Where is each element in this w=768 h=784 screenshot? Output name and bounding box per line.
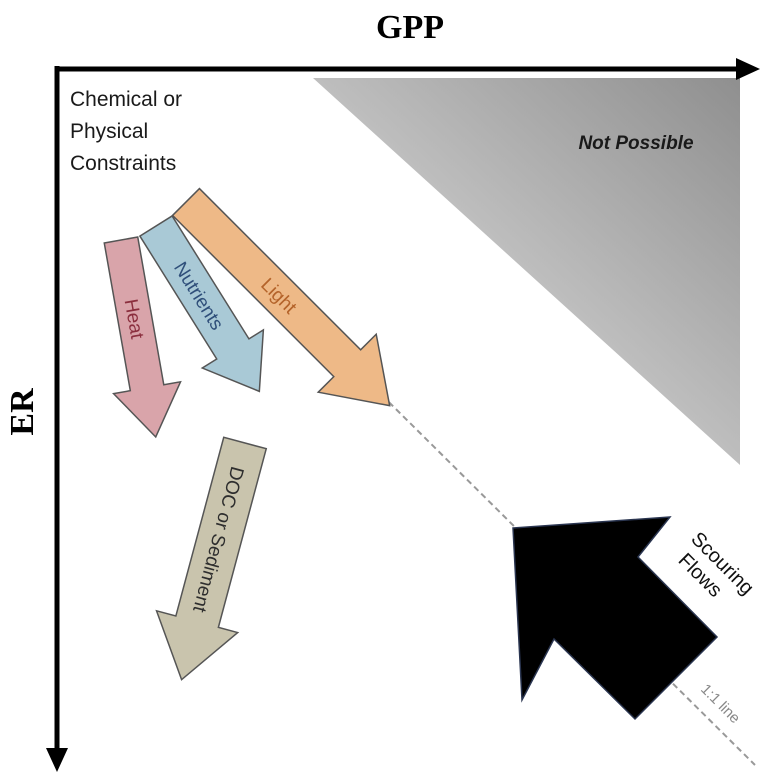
heat-arrow-shape (103, 236, 182, 439)
y-axis-arrowhead (46, 748, 68, 772)
doc-arrow-shape (155, 436, 268, 681)
constraints-label-line3: Constraints (70, 152, 176, 175)
constraints-label-line2: Physical (70, 120, 148, 143)
x-axis-label: GPP (376, 9, 444, 46)
constraints-label-line1: Chemical or (70, 88, 182, 111)
not-possible-label: Not Possible (578, 133, 694, 154)
one-to-one-label: 1:1 line (697, 681, 743, 727)
light-arrow: Light (171, 187, 391, 407)
heat-arrow: Heat (103, 236, 182, 439)
y-axis-label: ER (4, 388, 41, 436)
doc-arrow: DOC or Sediment (155, 436, 268, 681)
scouring-arrow (512, 516, 719, 721)
not-possible-region (313, 78, 740, 465)
nutrients-arrow: Nutrients (138, 214, 265, 393)
x-axis-arrowhead (736, 58, 760, 80)
light-arrow-shape (171, 187, 391, 407)
nutrients-arrow-shape (138, 214, 265, 393)
